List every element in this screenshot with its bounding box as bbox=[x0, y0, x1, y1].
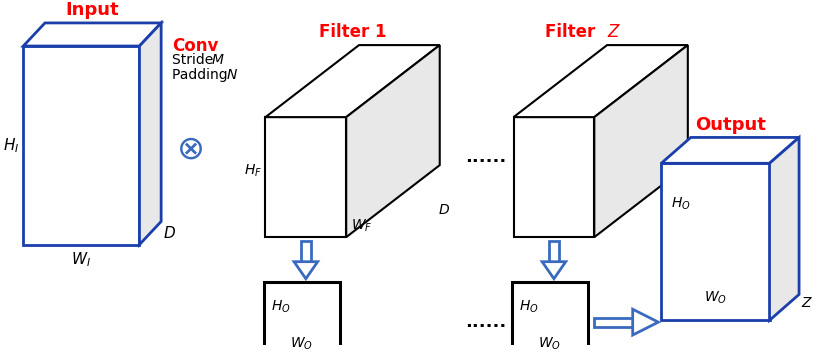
Text: ......: ...... bbox=[465, 148, 506, 166]
Text: $H_O$: $H_O$ bbox=[519, 298, 538, 315]
Text: $D$: $D$ bbox=[437, 203, 450, 218]
Polygon shape bbox=[768, 137, 798, 320]
Text: Filter: Filter bbox=[544, 23, 600, 42]
Text: $D$: $D$ bbox=[163, 225, 176, 241]
Text: Filter 1: Filter 1 bbox=[319, 23, 386, 42]
Text: $W_O$: $W_O$ bbox=[290, 335, 313, 352]
Text: Stride: Stride bbox=[171, 54, 217, 67]
Polygon shape bbox=[294, 262, 317, 279]
Polygon shape bbox=[513, 45, 687, 117]
Text: ......: ...... bbox=[465, 313, 506, 331]
Text: $N$: $N$ bbox=[226, 68, 238, 82]
Text: $W_O$: $W_O$ bbox=[538, 335, 561, 352]
Polygon shape bbox=[139, 23, 161, 245]
Text: $H_I$: $H_I$ bbox=[3, 136, 19, 155]
Polygon shape bbox=[301, 241, 310, 262]
Text: $W_I$: $W_I$ bbox=[71, 250, 91, 269]
Text: $Z$: $Z$ bbox=[800, 296, 812, 310]
Polygon shape bbox=[594, 318, 632, 327]
Polygon shape bbox=[542, 262, 565, 279]
Text: Conv: Conv bbox=[171, 37, 218, 55]
Polygon shape bbox=[263, 282, 340, 352]
Polygon shape bbox=[548, 241, 558, 262]
Text: $W_O$: $W_O$ bbox=[703, 290, 726, 307]
Text: $Z$: $Z$ bbox=[606, 23, 620, 42]
Polygon shape bbox=[265, 45, 439, 117]
Polygon shape bbox=[513, 117, 594, 237]
Polygon shape bbox=[632, 309, 657, 335]
Text: $H_O$: $H_O$ bbox=[671, 196, 690, 212]
Polygon shape bbox=[265, 117, 346, 237]
Polygon shape bbox=[23, 46, 139, 245]
Polygon shape bbox=[661, 137, 798, 163]
Polygon shape bbox=[23, 23, 161, 46]
Polygon shape bbox=[346, 45, 439, 237]
Text: $H_F$: $H_F$ bbox=[244, 163, 262, 180]
Text: Output: Output bbox=[694, 116, 765, 134]
Text: Input: Input bbox=[65, 1, 119, 19]
Text: $W_F$: $W_F$ bbox=[351, 218, 372, 234]
Text: Padding: Padding bbox=[171, 68, 232, 82]
Text: $H_O$: $H_O$ bbox=[271, 298, 291, 315]
Polygon shape bbox=[511, 282, 588, 352]
Polygon shape bbox=[661, 163, 768, 320]
Polygon shape bbox=[594, 45, 687, 237]
Text: $M$: $M$ bbox=[211, 54, 224, 67]
Text: $\otimes$: $\otimes$ bbox=[176, 133, 203, 166]
